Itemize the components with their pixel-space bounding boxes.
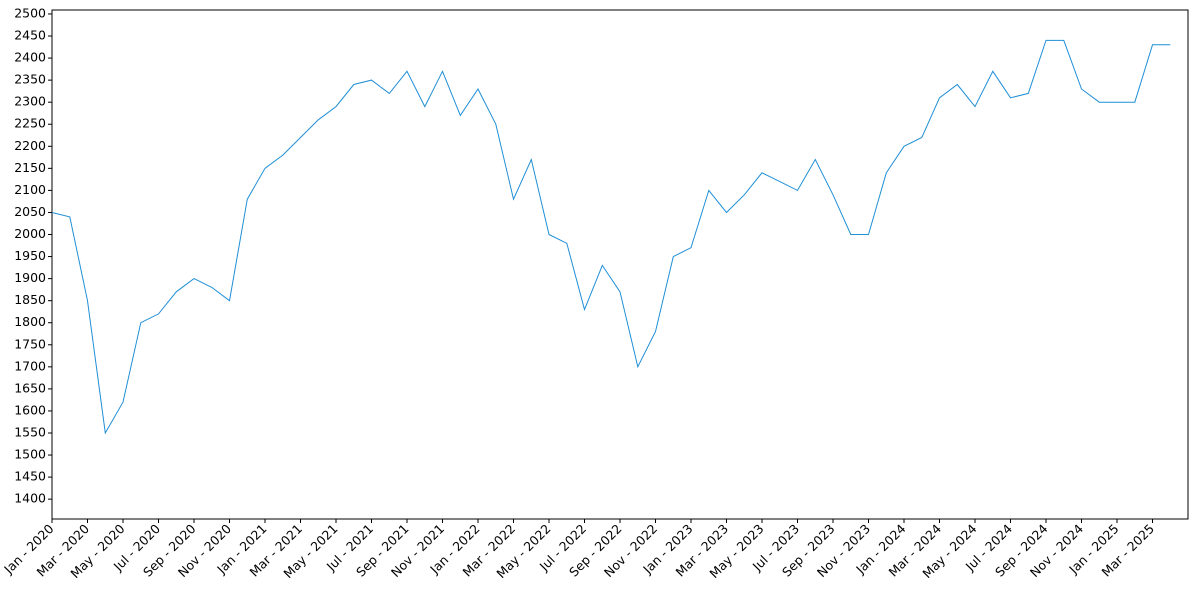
- y-tick-label: 1400: [14, 491, 46, 506]
- y-tick-label: 1650: [14, 380, 46, 395]
- y-tick-label: 2300: [14, 94, 46, 109]
- y-tick-label: 2100: [14, 182, 46, 197]
- line-series: [51, 39, 1171, 435]
- y-tick-label: 1900: [14, 270, 46, 285]
- y-tick-label: 2000: [14, 226, 46, 241]
- y-tick-label: 1500: [14, 447, 46, 462]
- y-tick-label: 1800: [14, 314, 46, 329]
- y-tick-label: 2450: [14, 28, 46, 43]
- y-tick-label: 2200: [14, 138, 46, 153]
- plot-frame: [51, 9, 1189, 520]
- y-tick-label: 2400: [14, 50, 46, 65]
- y-tick-label: 2250: [14, 116, 46, 131]
- y-tick-label: 1700: [14, 358, 46, 373]
- y-tick-label: 1850: [14, 292, 46, 307]
- y-tick-label: 1550: [14, 424, 46, 439]
- y-tick-label: 2150: [14, 160, 46, 175]
- y-tick-label: 2500: [14, 5, 46, 20]
- y-tick-label: 2050: [14, 204, 46, 219]
- y-tick-label: 1950: [14, 248, 46, 263]
- y-tick-label: 1750: [14, 336, 46, 351]
- y-tick-label: 1450: [14, 469, 46, 484]
- y-tick-label: 1600: [14, 402, 46, 417]
- y-tick-label: 2350: [14, 72, 46, 87]
